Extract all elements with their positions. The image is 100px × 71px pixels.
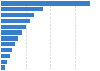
Bar — [1, 30, 22, 35]
Bar — [1, 65, 5, 70]
Bar — [1, 54, 10, 58]
Bar — [1, 36, 18, 41]
Bar — [1, 42, 15, 46]
Bar — [1, 13, 34, 17]
Bar — [1, 25, 26, 29]
Bar — [1, 7, 43, 11]
Bar — [1, 48, 12, 52]
Bar — [1, 1, 90, 6]
Bar — [1, 60, 7, 64]
Bar — [1, 19, 30, 23]
